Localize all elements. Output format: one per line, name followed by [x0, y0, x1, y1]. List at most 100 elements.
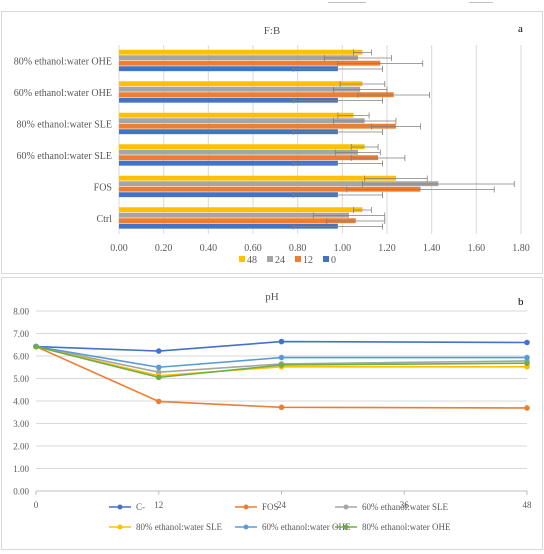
legend-marker: [343, 504, 349, 510]
x-tick-label: 36: [400, 500, 410, 510]
legend-label: 60% ethanol:water SLE: [362, 502, 448, 512]
x-tick-label: 1.80: [512, 243, 530, 254]
bar: [119, 129, 338, 135]
y-category-label: FOS: [94, 182, 112, 193]
y-tick-label: 7.00: [13, 329, 29, 339]
series-line: [35, 345, 528, 374]
x-tick-label: 24: [277, 500, 287, 510]
panel-label-b: b: [518, 296, 524, 308]
bar: [119, 160, 338, 166]
bar: [119, 97, 338, 103]
chart-title: F:B: [264, 25, 281, 37]
bar: [119, 49, 363, 55]
y-tick-label: 8.00: [13, 307, 29, 317]
bar: [119, 192, 338, 198]
x-tick-label: 1.00: [334, 243, 352, 254]
legend-marker: [117, 504, 123, 510]
data-point: [524, 360, 530, 366]
bar: [119, 149, 358, 155]
data-point: [278, 362, 285, 368]
legend-label: C-: [136, 502, 145, 512]
data-point: [524, 405, 530, 411]
bar: [119, 144, 365, 150]
bar: [119, 55, 358, 61]
legend-label: 12: [303, 255, 313, 266]
x-tick-label: 0.40: [200, 243, 218, 254]
panel-a: F:B a Ctrl FOS 60% ethanol:water SLE 80% et…: [1, 11, 543, 274]
y-tick-label: 4.00: [13, 397, 29, 407]
bar: [119, 118, 365, 124]
top-rule-left: [328, 2, 366, 3]
bar: [119, 60, 381, 66]
legend-label: 0: [331, 255, 336, 266]
x-tick-label: 0.20: [155, 243, 173, 254]
data-point: [155, 398, 162, 405]
legend-label: 80% ethanol:water OHE: [362, 522, 451, 532]
data-point: [155, 348, 162, 354]
data-point: [155, 364, 162, 371]
y-category-label: 60% ethanol:water SLE: [16, 151, 112, 162]
data-point: [33, 343, 39, 350]
legend-marker: [117, 524, 123, 530]
legend-label: 80% ethanol:water SLE: [136, 522, 222, 532]
y-category-label: Ctrl: [96, 214, 112, 225]
legend-marker: [243, 504, 249, 510]
x-tick-label: 48: [523, 500, 533, 510]
data-point: [278, 404, 285, 411]
data-point: [524, 339, 530, 346]
bar: [119, 92, 394, 98]
legend-swatch: [239, 256, 245, 262]
bar: [119, 218, 356, 224]
y-tick-label: 1.00: [13, 464, 29, 474]
legend-label: 24: [275, 255, 285, 266]
panel-label-a: a: [518, 23, 523, 35]
y-tick-label: 5.00: [13, 374, 29, 384]
data-point: [278, 354, 285, 361]
series-line: [35, 340, 528, 352]
chart-title: pH: [265, 291, 279, 303]
bar: [119, 86, 361, 92]
y-category-label: 80% ethanol:water SLE: [16, 119, 112, 130]
top-rule-right: [469, 2, 493, 3]
y-tick-label: 3.00: [13, 419, 29, 429]
x-tick-label: 0.60: [244, 243, 262, 254]
bar-chart-fb: F:B a Ctrl FOS 60% ethanol:water SLE 80% et…: [14, 23, 530, 266]
data-point: [278, 338, 285, 345]
y-category-label: 80% ethanol:water OHE: [14, 56, 112, 67]
y-tick-label: 6.00: [13, 352, 29, 362]
series-line: [35, 345, 527, 369]
line-chart-ph: pH b 0.00 1.00 2.00 3.00 4.00 5.00 6.00 7.00 8.0…: [13, 291, 533, 532]
x-tick-label: 0.80: [289, 243, 307, 254]
panel-b: pH b 0.00 1.00 2.00 3.00 4.00 5.00 6.00 7.00 8.0…: [1, 277, 543, 550]
bar: [119, 175, 396, 181]
bar: [119, 181, 439, 187]
legend-swatch: [295, 256, 301, 262]
legend-swatch: [323, 256, 329, 262]
y-tick-label: 0.00: [13, 487, 29, 497]
legend-label: 48: [247, 255, 257, 266]
bar: [119, 123, 396, 129]
bar: [119, 186, 421, 192]
legend-marker: [343, 524, 349, 530]
x-tick-label: 1.20: [378, 243, 396, 254]
bar: [119, 112, 354, 118]
bar: [119, 66, 338, 72]
x-tick-label: 1.40: [423, 243, 441, 254]
x-tick-label: 12: [154, 500, 163, 510]
bar: [119, 155, 379, 161]
data-point: [524, 354, 530, 361]
legend-label: 60% ethanol:water OHE: [262, 522, 351, 532]
series-line: [35, 345, 528, 379]
bar: [119, 223, 338, 229]
x-tick-label: 0.00: [110, 243, 128, 254]
y-category-label: 60% ethanol:water OHE: [14, 88, 112, 99]
legend-label: FOS: [262, 502, 279, 512]
x-tick-label: 0: [34, 500, 39, 510]
data-point: [155, 374, 162, 381]
y-tick-label: 2.00: [13, 442, 29, 452]
x-tick-label: 1.60: [468, 243, 486, 254]
series-line: [35, 345, 528, 409]
bar: [119, 212, 350, 218]
bar: [119, 207, 363, 213]
bar: [119, 81, 363, 87]
